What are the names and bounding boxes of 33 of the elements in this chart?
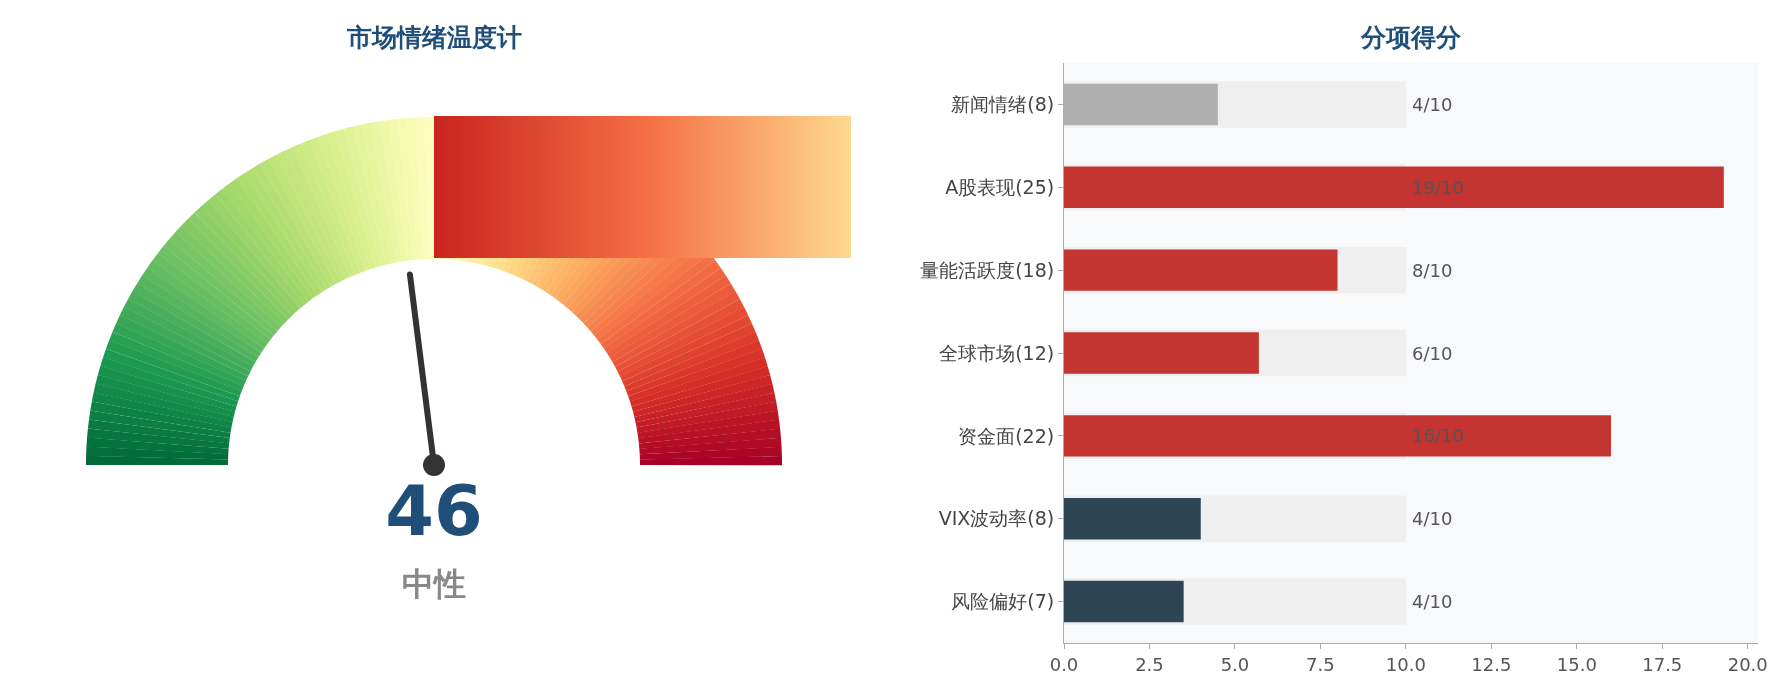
annotation: 4/10 (1412, 591, 1453, 612)
text: 中性 (402, 565, 466, 603)
annotation: 19/10 (1412, 177, 1464, 198)
x-tick-label: 2.5 (1135, 653, 1164, 675)
bar (1064, 415, 1611, 457)
x-tick-label: 7.5 (1306, 653, 1335, 675)
x-tick-label: 15.0 (1556, 653, 1597, 675)
x-tick-label: 20.0 (1727, 653, 1768, 675)
chart-title: 分项得分 (1360, 22, 1462, 52)
y-tick-label: VIX波动率(8) (938, 507, 1055, 530)
annotation: 8/10 (1412, 260, 1453, 281)
bar (1064, 249, 1338, 291)
y-tick-label: 风险偏好(7) (951, 590, 1055, 613)
y-tick-label: A股表现(25) (945, 175, 1055, 198)
text: 市场情绪温度计 (345, 23, 522, 52)
x-tick-label: 17.5 (1642, 653, 1683, 675)
x-tick-label: 10.0 (1385, 653, 1426, 675)
text: 46 (385, 470, 483, 552)
bar (1064, 332, 1259, 374)
bar (1064, 498, 1201, 540)
annotation: 4/10 (1412, 508, 1453, 529)
y-tick-label: 新闻情绪(8) (951, 93, 1055, 116)
y-tick-label: 资金面(22) (958, 424, 1055, 447)
y-tick-label: 全球市场(12) (939, 341, 1055, 364)
annotation: 16/10 (1412, 425, 1464, 446)
x-tick-label: 5.0 (1220, 653, 1250, 675)
annotation: 6/10 (1412, 343, 1453, 364)
y-tick-label: 量能活跃度(18) (920, 258, 1055, 281)
bar (1064, 580, 1184, 623)
x-tick-label: 12.5 (1471, 653, 1512, 675)
bar (1064, 166, 1724, 208)
annotation: 4/10 (1412, 94, 1453, 115)
x-tick-label: 0.0 (1049, 653, 1079, 675)
